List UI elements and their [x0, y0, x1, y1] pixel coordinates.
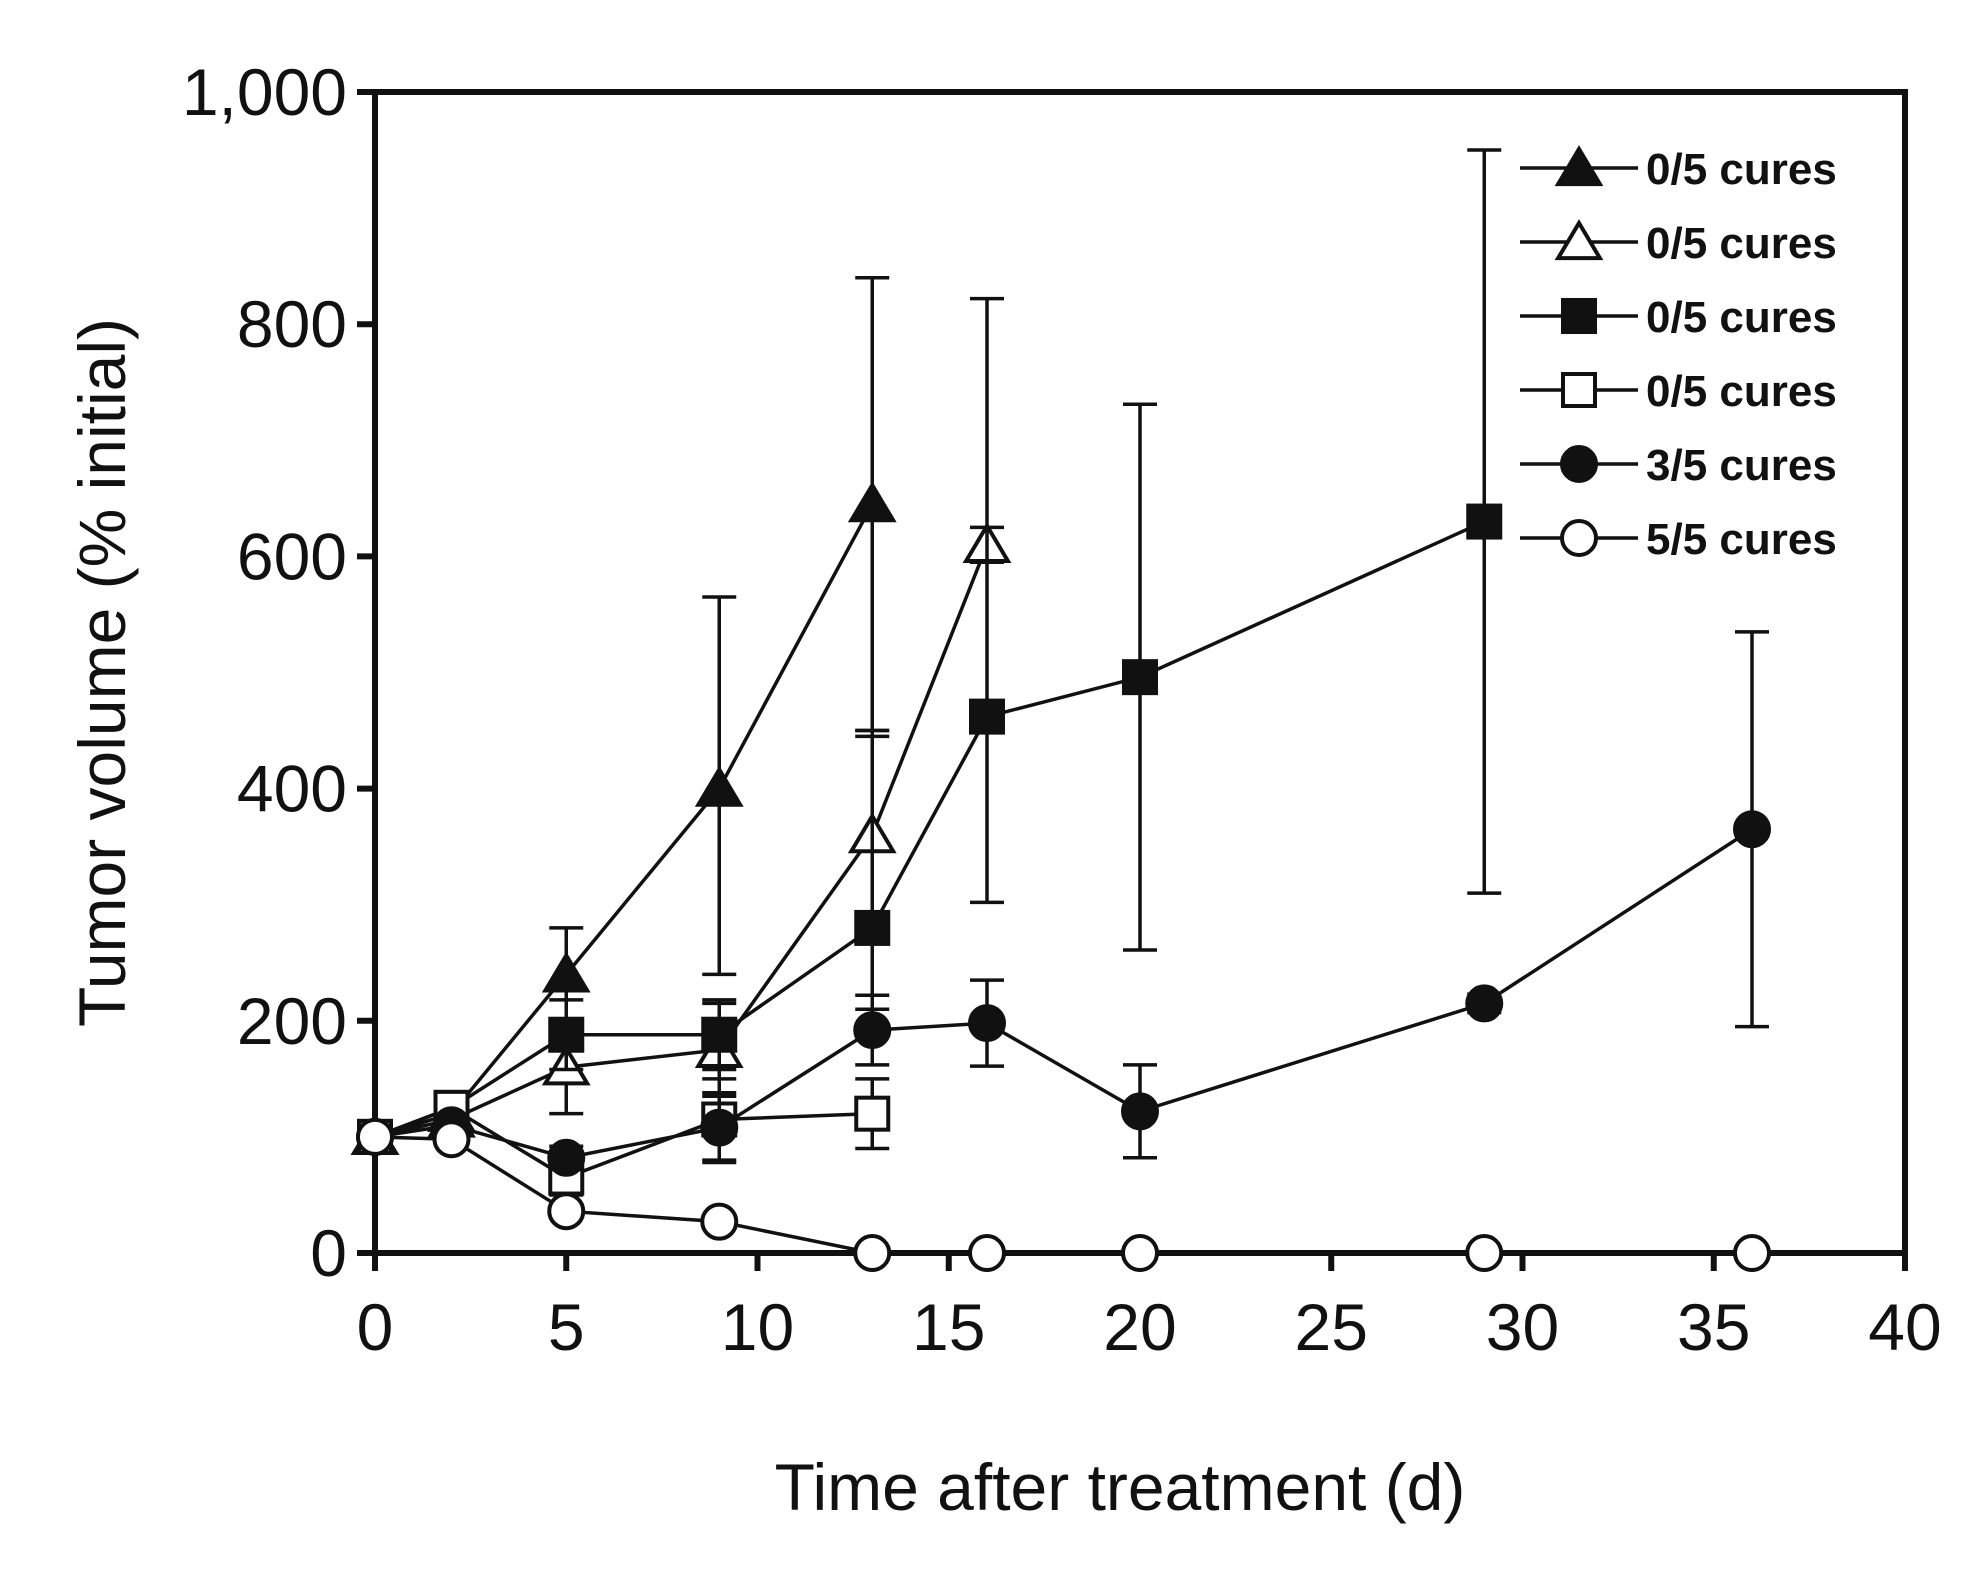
data-point: [1122, 659, 1158, 696]
legend-marker: [1561, 298, 1597, 334]
legend-item: 0/5 cures: [1520, 293, 1837, 342]
data-point: [853, 1011, 892, 1050]
legend-label: 3/5 cures: [1646, 441, 1837, 490]
data-point: [1465, 1234, 1504, 1272]
x-tick-label: 40: [1868, 1290, 1941, 1364]
legend-item: 3/5 cures: [1520, 441, 1837, 490]
legend-label: 0/5 cures: [1646, 145, 1837, 194]
data-point: [853, 1234, 892, 1272]
data-point: [1466, 503, 1503, 540]
series-line: [374, 519, 1485, 1139]
data-point: [541, 951, 591, 993]
legend-item: 5/5 cures: [1520, 515, 1837, 564]
legend-item: 0/5 cures: [1520, 367, 1837, 416]
legend-marker: [1561, 372, 1597, 408]
data-point: [1733, 1234, 1771, 1272]
data-point: [1121, 1234, 1159, 1272]
x-tick-label: 35: [1677, 1290, 1750, 1364]
legend-marker: [1554, 219, 1604, 261]
data-point: [356, 1117, 394, 1156]
x-axis: 0 5 10 15 20 25 30 35 40: [357, 1253, 1942, 1364]
legend-marker: [1560, 519, 1598, 557]
legend-label: 0/5 cures: [1646, 293, 1837, 342]
data-point: [968, 1004, 1006, 1043]
legend-item: 0/5 cures: [1520, 145, 1837, 194]
legend-marker: [1560, 445, 1598, 483]
series-6: [356, 1117, 1771, 1272]
data-point: [1465, 984, 1504, 1023]
data-point: [1121, 1092, 1159, 1131]
series-5: [356, 630, 1771, 1177]
legend-marker: [1554, 145, 1604, 187]
data-point: [854, 909, 891, 946]
x-tick-label: 20: [1103, 1290, 1176, 1364]
legend: 0/5 cures 0/5 cures 0/5 cures 0/5 cures 3/5 …: [1520, 145, 1837, 564]
x-tick-label: 5: [548, 1290, 585, 1364]
y-axis: 0 200 400 600 800 1,000: [182, 55, 375, 1290]
y-tick-label: 400: [237, 752, 347, 826]
data-point: [700, 1202, 739, 1241]
data-point: [969, 698, 1005, 735]
legend-label: 0/5 cures: [1646, 219, 1837, 268]
data-point: [547, 1192, 586, 1231]
data-point: [548, 1016, 585, 1053]
series-1: [350, 276, 897, 1156]
series-line: [374, 827, 1753, 1160]
x-tick-label: 15: [912, 1290, 985, 1364]
legend-label: 5/5 cures: [1646, 515, 1837, 564]
data-point: [547, 1138, 586, 1177]
series-3: [357, 148, 1503, 1155]
y-tick-label: 1,000: [182, 55, 347, 129]
x-tick-label: 25: [1295, 1290, 1368, 1364]
x-tick-label: 10: [721, 1290, 794, 1364]
y-tick-label: 600: [237, 519, 347, 593]
series-line: [374, 544, 989, 1139]
data-point: [694, 765, 744, 807]
y-axis-title: Tumor volume (% initial): [65, 318, 139, 1027]
y-tick-label: 0: [310, 1216, 347, 1290]
y-tick-label: 200: [237, 984, 347, 1058]
data-point: [432, 1120, 471, 1159]
data-point: [847, 481, 897, 523]
x-tick-label: 0: [357, 1290, 394, 1364]
series-line: [374, 503, 874, 1139]
data-point: [700, 1108, 739, 1147]
data-point: [854, 1095, 891, 1132]
legend-item: 0/5 cures: [1520, 219, 1837, 268]
y-tick-label: 800: [237, 287, 347, 361]
data-point: [1733, 810, 1771, 849]
series-2: [350, 521, 1012, 1156]
legend-label: 0/5 cures: [1646, 367, 1837, 416]
x-tick-label: 30: [1486, 1290, 1559, 1364]
x-axis-title: Time after treatment (d): [775, 1450, 1466, 1524]
data-point: [701, 1016, 738, 1053]
data-point: [968, 1234, 1006, 1272]
